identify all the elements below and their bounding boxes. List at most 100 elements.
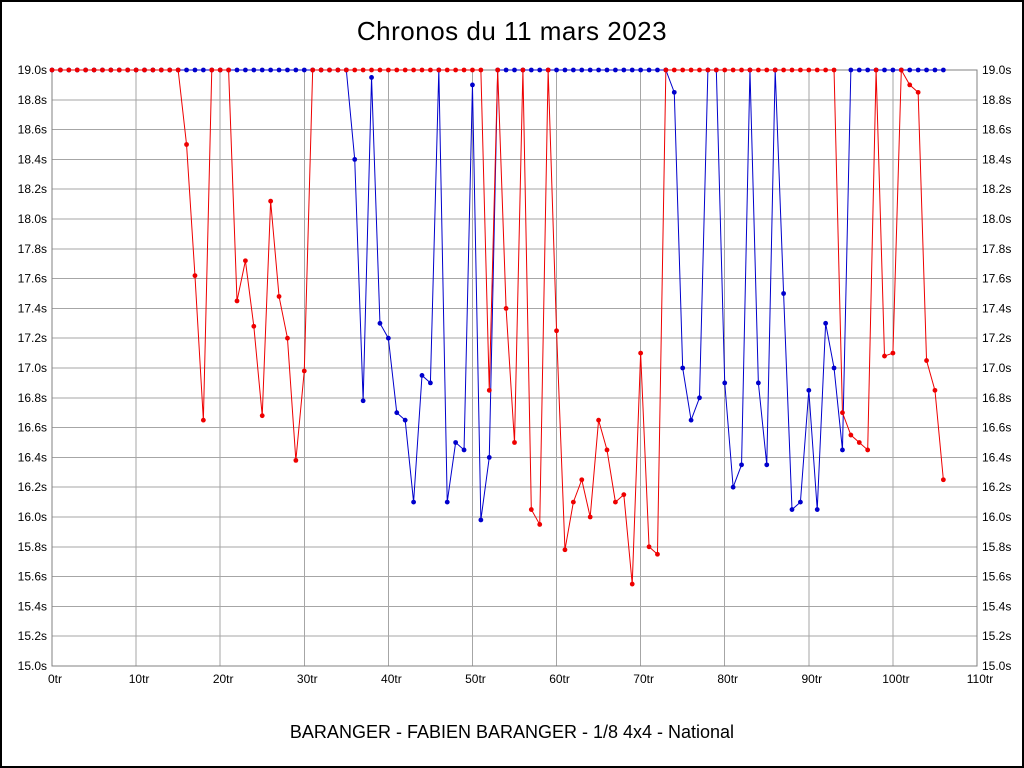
y-axis-tick-label-left: 18.4s: [18, 152, 47, 166]
data-point: [823, 67, 829, 73]
data-point: [478, 517, 484, 523]
x-axis-tick-label: 20tr: [213, 672, 234, 686]
data-point: [856, 67, 862, 73]
data-point: [680, 365, 686, 371]
x-axis-tick-label: 90tr: [801, 672, 822, 686]
y-axis-tick-label-right: 16.0s: [982, 510, 1011, 524]
data-point: [217, 67, 223, 73]
series-red-run: [49, 67, 946, 587]
data-point: [461, 447, 467, 453]
data-point: [461, 67, 467, 73]
data-point: [798, 499, 803, 505]
data-point: [100, 67, 105, 73]
data-point: [781, 67, 786, 73]
data-point: [671, 67, 677, 73]
data-point: [915, 89, 921, 95]
data-point: [940, 477, 946, 483]
data-point: [453, 440, 459, 445]
data-point: [915, 67, 921, 73]
data-point: [385, 335, 391, 341]
data-point: [360, 398, 366, 404]
y-axis-tick-label-left: 16.4s: [18, 450, 47, 464]
data-point: [478, 67, 484, 73]
data-point: [798, 67, 803, 73]
data-point: [840, 447, 845, 453]
y-axis-tick-label-right: 18.8s: [982, 93, 1011, 107]
data-point: [419, 373, 425, 378]
data-point: [209, 67, 215, 73]
x-axis-tick-label: 60tr: [549, 672, 570, 686]
data-point: [175, 67, 181, 73]
data-point: [520, 67, 526, 73]
data-point: [150, 67, 156, 73]
data-point: [200, 417, 206, 423]
y-axis-tick-label-right: 18.6s: [982, 123, 1011, 137]
data-point: [158, 67, 164, 73]
chart-title: Chronos du 11 mars 2023: [356, 16, 668, 46]
data-point: [596, 67, 601, 73]
data-point: [579, 477, 585, 483]
data-point: [301, 368, 307, 374]
data-point: [537, 67, 543, 73]
data-point: [840, 410, 845, 416]
data-point: [680, 67, 686, 73]
y-axis-tick-label-right: 19.0s: [982, 63, 1011, 77]
axis-labels: 19.0s 19.0s 18.8s 18.8s 18.6s 18.6s 18.4s 18.4s…: [18, 63, 1012, 686]
data-point: [722, 380, 728, 386]
data-point: [83, 67, 89, 73]
data-point: [268, 67, 274, 73]
data-point: [764, 462, 770, 468]
data-point: [570, 67, 576, 73]
data-point: [503, 306, 509, 311]
data-point: [570, 499, 576, 505]
data-point: [688, 67, 694, 73]
y-axis-tick-label-right: 16.6s: [982, 421, 1011, 435]
data-point: [318, 67, 324, 73]
data-point: [646, 67, 652, 73]
y-axis-tick-label-right: 17.0s: [982, 361, 1011, 375]
y-axis-tick-label-right: 15.8s: [982, 540, 1011, 554]
data-point: [377, 67, 383, 73]
x-axis-tick-label: 30tr: [297, 672, 318, 686]
data-point: [554, 67, 559, 73]
y-axis-tick-label-left: 17.0s: [18, 361, 47, 375]
data-point: [453, 67, 459, 73]
data-point: [402, 67, 408, 73]
data-point: [646, 544, 652, 550]
y-axis-tick-label-left: 15.2s: [18, 629, 47, 643]
data-point: [940, 67, 946, 73]
data-point: [789, 507, 795, 512]
data-point: [301, 67, 307, 73]
y-axis-tick-label-left: 19.0s: [18, 63, 47, 77]
data-point: [831, 67, 837, 73]
data-point: [739, 462, 744, 468]
y-axis-tick-label-right: 18.4s: [982, 152, 1011, 166]
data-point: [116, 67, 122, 73]
data-point: [385, 67, 391, 73]
data-point: [428, 67, 433, 73]
data-point: [125, 67, 131, 73]
data-point: [671, 89, 677, 95]
y-axis-tick-label-left: 15.0s: [18, 659, 47, 673]
data-point: [772, 67, 778, 73]
data-point: [369, 67, 374, 73]
data-point: [755, 67, 761, 73]
data-point: [848, 67, 854, 73]
data-point: [579, 67, 585, 73]
data-point: [66, 67, 72, 73]
data-point: [638, 350, 644, 356]
x-axis-tick-label: 110tr: [967, 672, 993, 686]
data-point: [486, 387, 492, 393]
data-point: [629, 67, 635, 73]
data-point: [806, 67, 812, 73]
data-point: [377, 320, 383, 326]
data-point: [470, 67, 475, 73]
data-point: [924, 358, 929, 363]
data-point: [655, 67, 660, 73]
data-point: [167, 67, 173, 73]
data-point: [192, 67, 198, 73]
data-point: [335, 67, 341, 73]
data-point: [562, 547, 568, 553]
series-line-red-run: [52, 68, 944, 585]
